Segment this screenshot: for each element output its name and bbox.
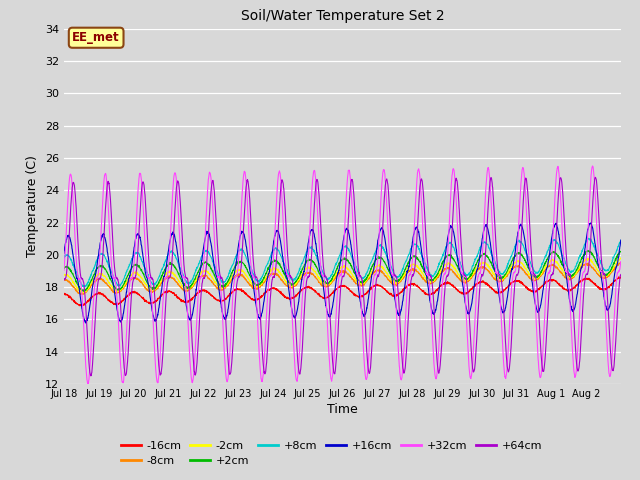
- X-axis label: Time: Time: [327, 403, 358, 416]
- Title: Soil/Water Temperature Set 2: Soil/Water Temperature Set 2: [241, 10, 444, 24]
- Text: EE_met: EE_met: [72, 31, 120, 44]
- Y-axis label: Temperature (C): Temperature (C): [26, 156, 39, 257]
- Legend: -16cm, -8cm, -2cm, +2cm, +8cm, +16cm, +32cm, +64cm: -16cm, -8cm, -2cm, +2cm, +8cm, +16cm, +3…: [116, 436, 547, 471]
